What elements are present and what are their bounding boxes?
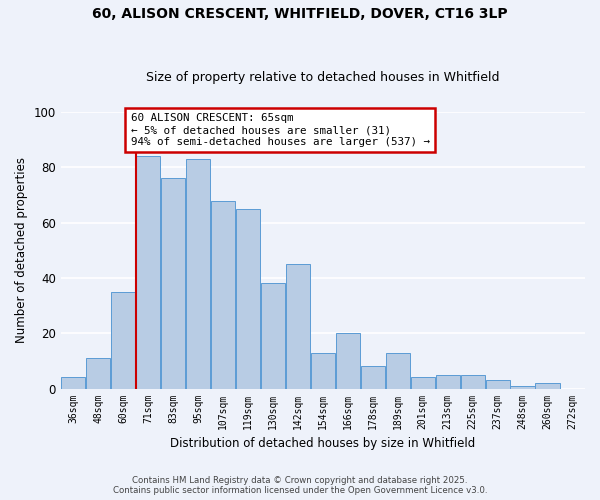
Bar: [386, 352, 410, 388]
Bar: [111, 292, 135, 388]
Bar: [311, 352, 335, 388]
Text: Contains HM Land Registry data © Crown copyright and database right 2025.
Contai: Contains HM Land Registry data © Crown c…: [113, 476, 487, 495]
Title: Size of property relative to detached houses in Whitfield: Size of property relative to detached ho…: [146, 72, 500, 85]
Bar: [236, 209, 260, 388]
Bar: [161, 178, 185, 388]
Bar: [86, 358, 110, 388]
Bar: [535, 383, 560, 388]
Bar: [511, 386, 535, 388]
Bar: [335, 334, 360, 388]
Bar: [61, 378, 85, 388]
Bar: [261, 284, 285, 389]
Bar: [461, 374, 485, 388]
Bar: [186, 159, 210, 388]
Bar: [136, 156, 160, 388]
Bar: [211, 200, 235, 388]
Text: 60, ALISON CRESCENT, WHITFIELD, DOVER, CT16 3LP: 60, ALISON CRESCENT, WHITFIELD, DOVER, C…: [92, 8, 508, 22]
Y-axis label: Number of detached properties: Number of detached properties: [15, 158, 28, 344]
Bar: [286, 264, 310, 388]
Bar: [410, 378, 435, 388]
Text: 60 ALISON CRESCENT: 65sqm
← 5% of detached houses are smaller (31)
94% of semi-d: 60 ALISON CRESCENT: 65sqm ← 5% of detach…: [131, 114, 430, 146]
X-axis label: Distribution of detached houses by size in Whitfield: Distribution of detached houses by size …: [170, 437, 475, 450]
Bar: [485, 380, 510, 388]
Bar: [361, 366, 385, 388]
Bar: [436, 374, 460, 388]
